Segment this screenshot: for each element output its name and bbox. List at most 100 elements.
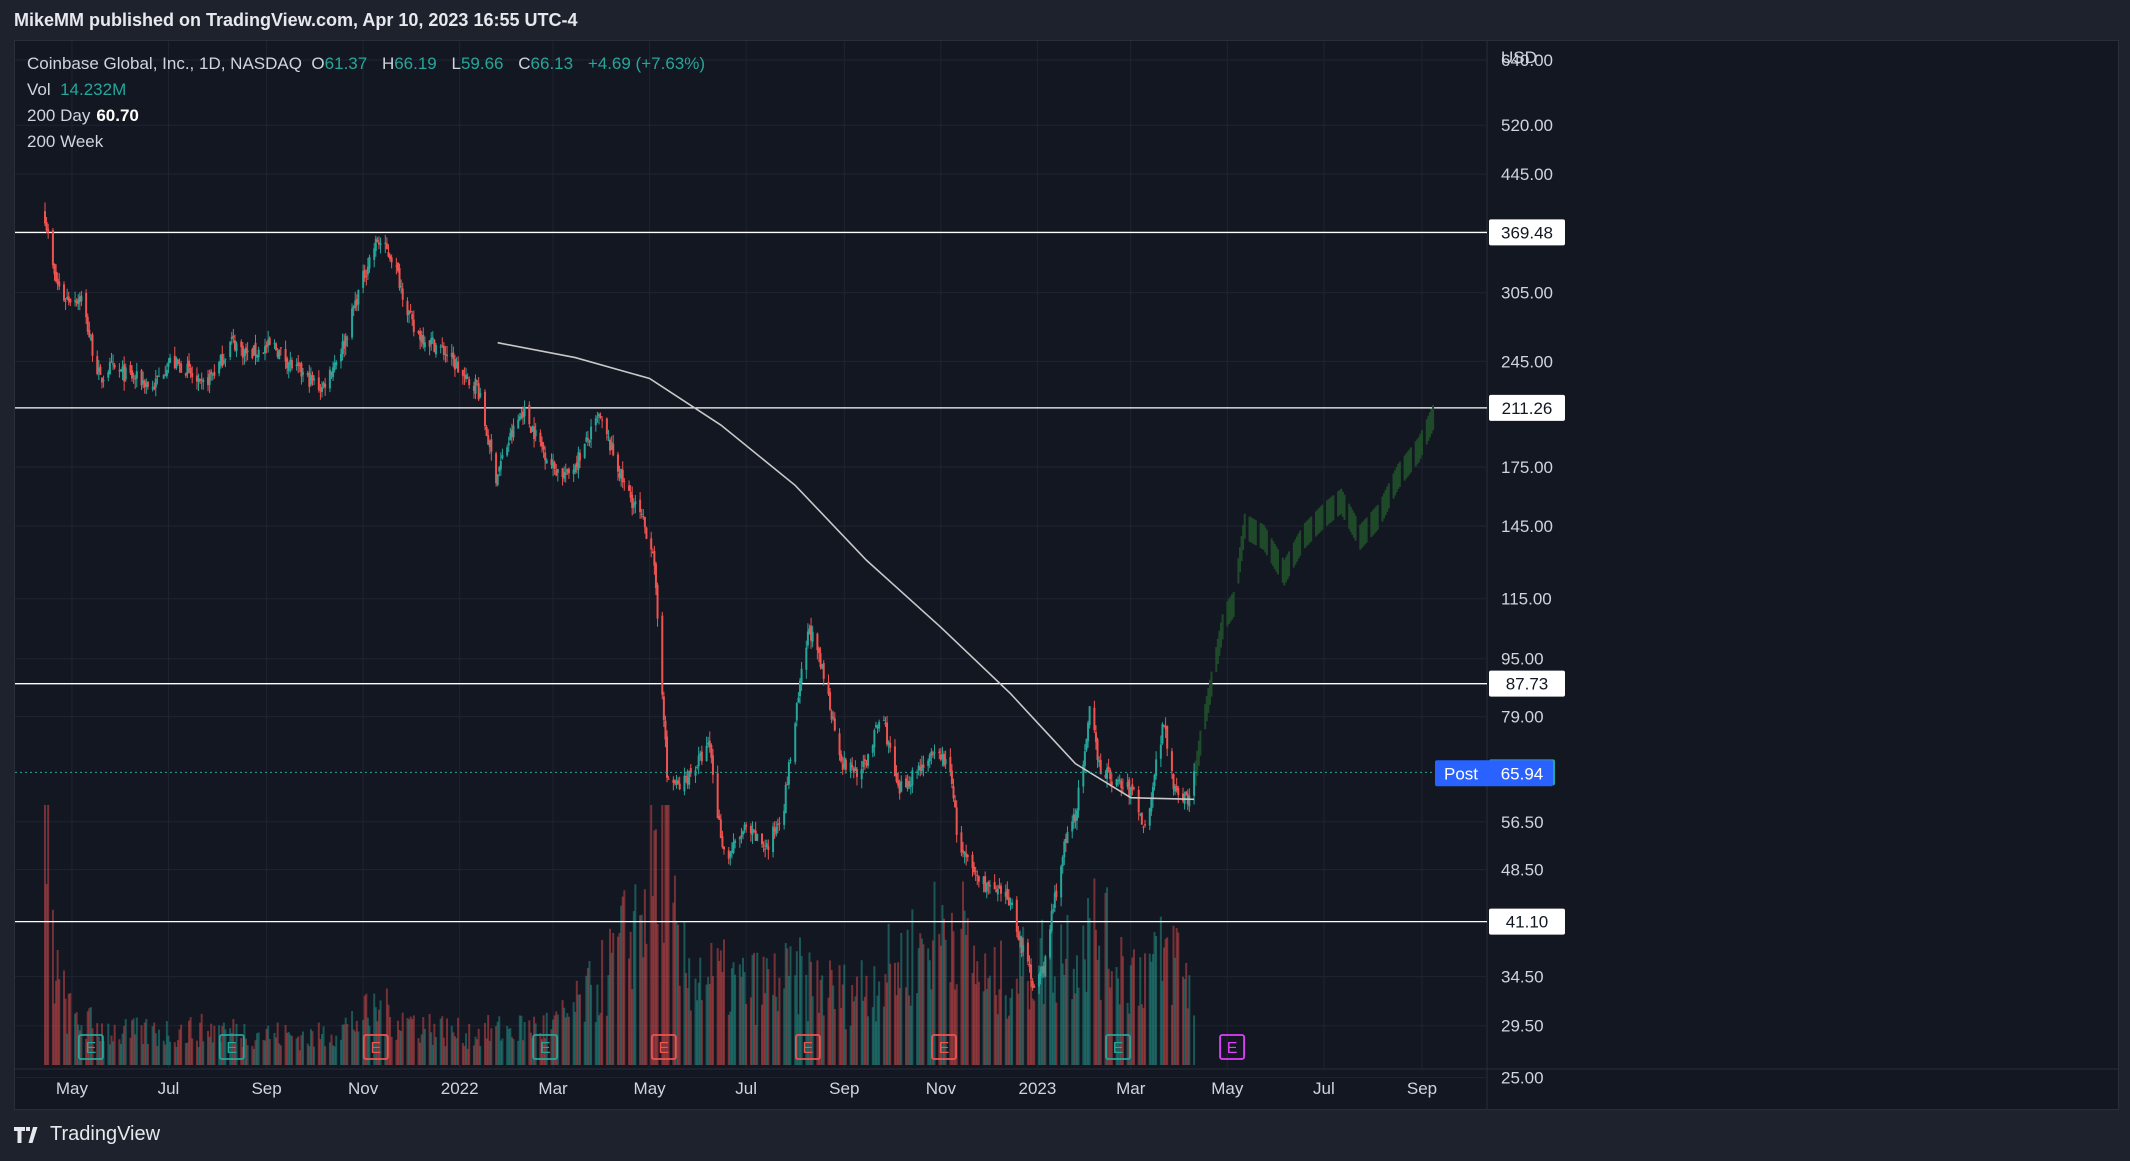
candle-body — [552, 461, 555, 468]
low-value: 59.66 — [460, 54, 504, 73]
candle-body — [677, 780, 680, 784]
candle-body — [490, 439, 493, 452]
candle-body — [821, 664, 824, 669]
candle-body — [908, 781, 911, 787]
volume-bar — [751, 955, 754, 1065]
volume-bar — [501, 1038, 504, 1065]
candle-body — [683, 776, 686, 792]
candle-body — [47, 228, 50, 233]
candle-body — [523, 407, 526, 417]
chart-panel[interactable]: USD 640.00 520.00 445.00 305.00 245.00 175.00 1… — [14, 40, 2119, 1110]
candle-body — [585, 437, 588, 442]
candle-body — [1044, 956, 1047, 977]
volume-bar — [1039, 938, 1042, 1065]
candle-body — [119, 369, 122, 372]
volume-bar — [368, 1025, 371, 1065]
volume-bar — [1140, 1004, 1143, 1065]
candle-body — [487, 435, 490, 445]
candle-body — [963, 851, 966, 855]
volume-bar — [893, 962, 896, 1065]
volume-bar — [973, 945, 976, 1065]
volume-bar — [135, 1017, 138, 1065]
candle-body — [431, 337, 434, 340]
candle-body — [99, 366, 102, 375]
candle-body — [927, 760, 930, 766]
volume-bar — [1150, 961, 1153, 1065]
ma200d-row[interactable]: 200 Day 60.70 — [27, 103, 715, 129]
candle-body — [477, 383, 480, 400]
volume-bar — [241, 1047, 244, 1065]
volume-bar — [477, 1028, 480, 1065]
candle-body — [153, 386, 156, 390]
volume-bar — [711, 976, 714, 1065]
volume-bar — [620, 905, 623, 1065]
volume-bar — [1063, 974, 1066, 1065]
candle-body — [805, 647, 808, 670]
volume-bar — [1175, 928, 1178, 1065]
candle-body — [743, 824, 746, 831]
candle-body — [1072, 813, 1075, 823]
volume-bar — [800, 955, 803, 1065]
candle-body — [727, 850, 730, 859]
candle-body — [398, 268, 401, 289]
candle-body — [639, 499, 642, 513]
volume-bar — [860, 960, 863, 1065]
volume-bar — [574, 1011, 577, 1065]
volume-bar — [374, 1007, 377, 1065]
volume-bar — [529, 1032, 532, 1065]
tradingview-brand[interactable]: TradingView — [14, 1123, 160, 1146]
volume-bar — [146, 1043, 149, 1065]
volume-bar — [1099, 999, 1102, 1065]
ma200w-row[interactable]: 200 Week — [27, 129, 715, 155]
candle-body — [718, 815, 721, 820]
candle-body — [224, 358, 227, 360]
volume-bar — [1109, 987, 1112, 1065]
candle-body — [207, 377, 210, 386]
candle-body — [906, 781, 909, 789]
volume-bar — [876, 995, 879, 1065]
volume-bar — [1094, 929, 1097, 1065]
volume-bar — [267, 1025, 270, 1065]
earnings-label: E — [540, 1040, 551, 1057]
candle-body — [528, 404, 531, 425]
volume-bar — [922, 944, 925, 1065]
candle-body — [688, 771, 691, 785]
candle-body — [765, 843, 768, 848]
volume-bar — [844, 1029, 847, 1065]
volume-bar — [343, 1024, 346, 1065]
volume-bar — [64, 998, 67, 1065]
candle-body — [233, 340, 236, 350]
volume-bar — [1050, 918, 1053, 1065]
candle-body — [1177, 788, 1180, 796]
volume-bar — [688, 958, 691, 1065]
candle-body — [1139, 814, 1142, 816]
x-tick-label: Nov — [926, 1079, 957, 1098]
volume-bar — [390, 1036, 393, 1065]
volume-bar — [909, 1005, 912, 1065]
volume-bar — [694, 978, 697, 1065]
candle-body — [1004, 891, 1007, 897]
volume-bar — [1115, 967, 1118, 1065]
volume-bar — [787, 975, 790, 1065]
candle-body — [795, 703, 798, 721]
candle-body — [876, 726, 879, 728]
volume-bar — [699, 957, 702, 1065]
volume-bar — [420, 1034, 423, 1065]
candle-body — [775, 826, 778, 835]
volume-bar — [213, 1025, 216, 1065]
volume-row[interactable]: Vol 14.232M — [27, 77, 715, 103]
volume-bar — [162, 1040, 165, 1065]
candle-body — [930, 751, 933, 756]
candle-body — [597, 414, 600, 417]
candle-body — [594, 418, 597, 426]
candle-body — [324, 383, 327, 388]
volume-bar — [278, 1043, 281, 1065]
volume-bar — [843, 964, 846, 1065]
candle-body — [1071, 821, 1074, 832]
candle-body — [507, 442, 510, 446]
volume-bar — [1018, 941, 1021, 1065]
volume-bar — [1030, 976, 1033, 1065]
candle-body — [376, 239, 379, 242]
candle-body — [1011, 902, 1014, 906]
